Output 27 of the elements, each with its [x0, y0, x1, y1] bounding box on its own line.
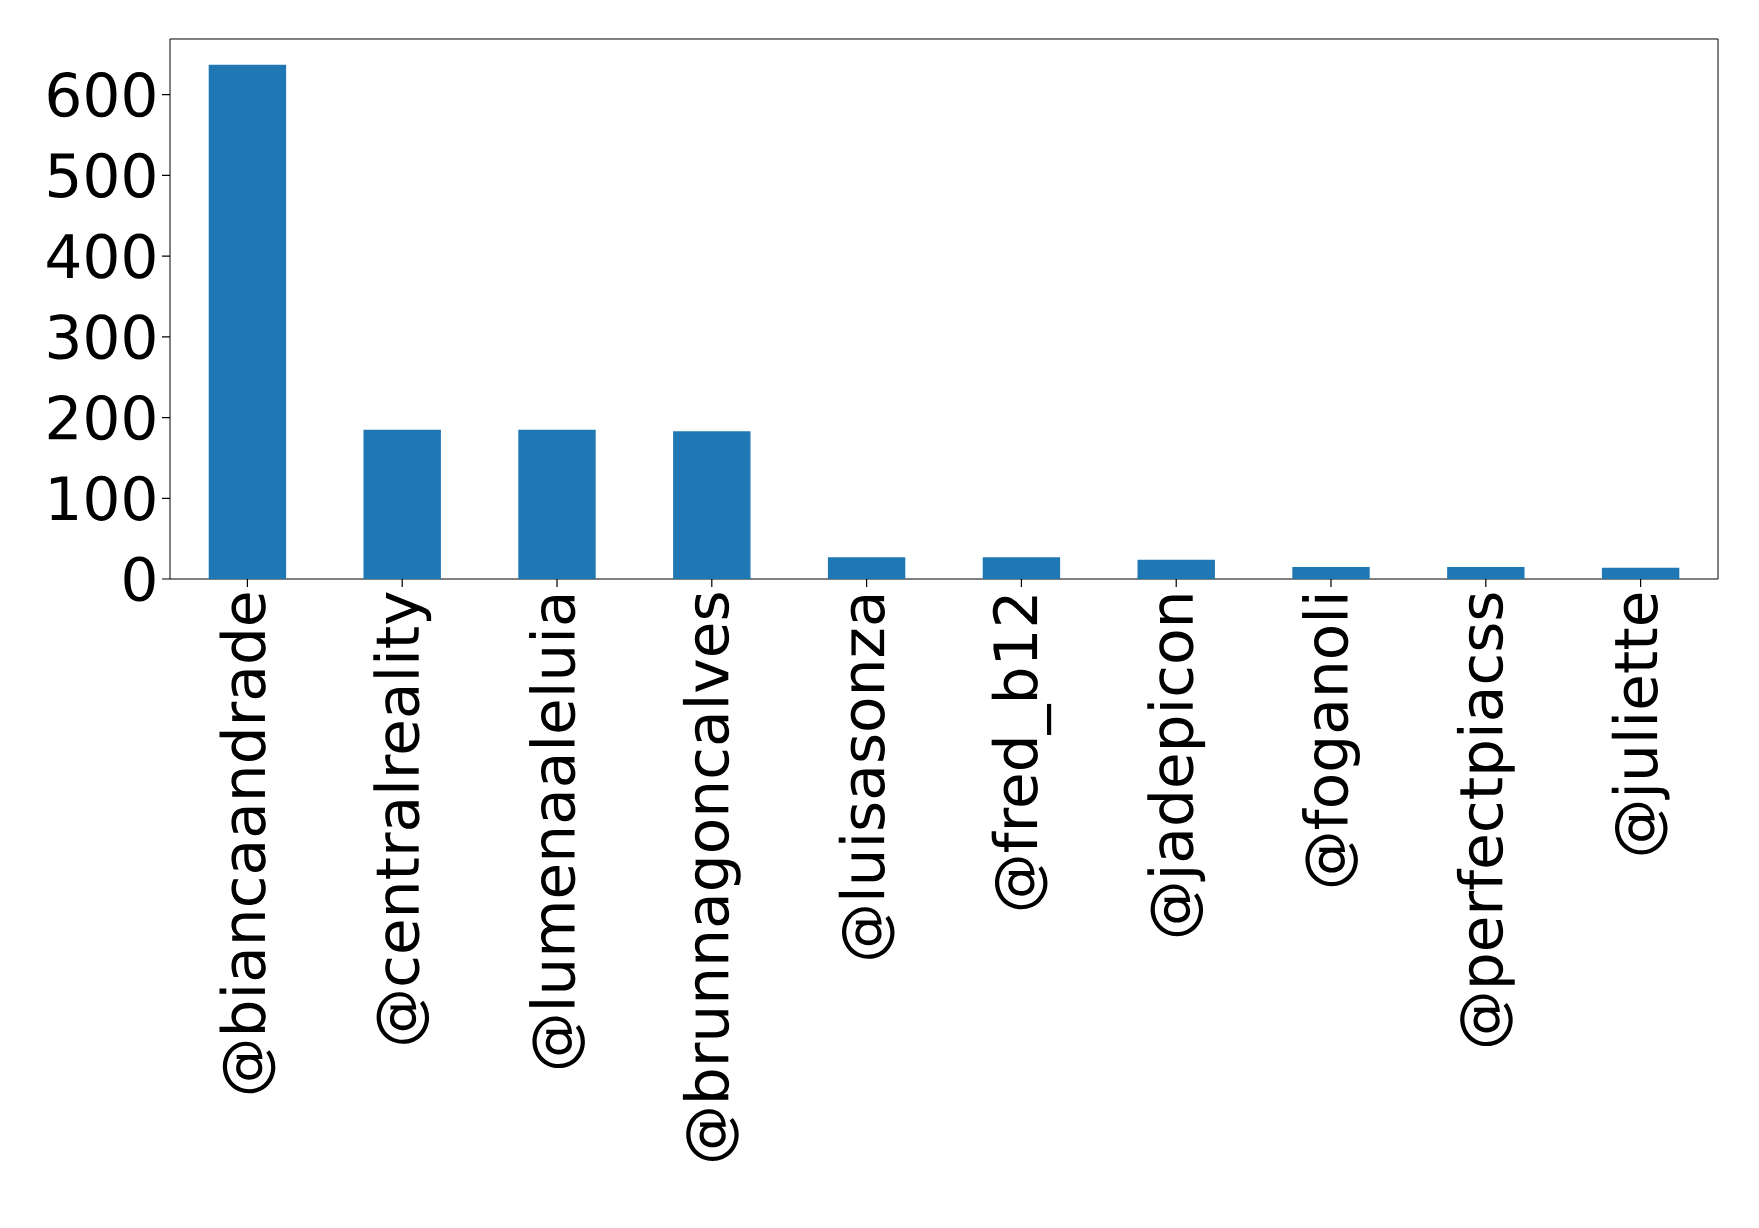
bar: [208, 64, 287, 579]
bar: [982, 557, 1061, 579]
bar: [1601, 567, 1680, 579]
x-tick-label: @jadepicon: [1147, 595, 1206, 937]
y-tick-label: 500: [49, 152, 155, 199]
x-tick-label: @perfectpiacss: [1456, 593, 1515, 1047]
y-tick-label: 300: [48, 314, 155, 360]
x-tick-label: @fred_b12: [991, 596, 1052, 910]
x-tick-label: @juliette: [1611, 593, 1670, 855]
x-tick-label: @foganoli: [1302, 596, 1360, 887]
x-tick-label: @brunnagoncalves: [682, 593, 741, 1161]
bar: [1137, 559, 1215, 579]
x-tick-label: @biancaandrade: [219, 593, 276, 1094]
y-tick-label: 400: [47, 233, 155, 279]
x-tick-label: @lumenaaleluia: [529, 595, 585, 1069]
bar: [1447, 566, 1525, 579]
y-tick-label: 100: [50, 475, 155, 521]
bar: [673, 431, 751, 579]
bar: [363, 429, 441, 579]
y-tick-label: 0: [124, 556, 155, 602]
y-tick-label: 600: [48, 72, 155, 118]
bar: [518, 429, 596, 579]
bar: [827, 557, 906, 579]
bar: [1292, 566, 1370, 579]
x-tick-label: @luisasonza: [838, 595, 895, 959]
x-tick-label: @centralreality: [373, 592, 432, 1044]
y-tick-label: 200: [48, 394, 155, 441]
